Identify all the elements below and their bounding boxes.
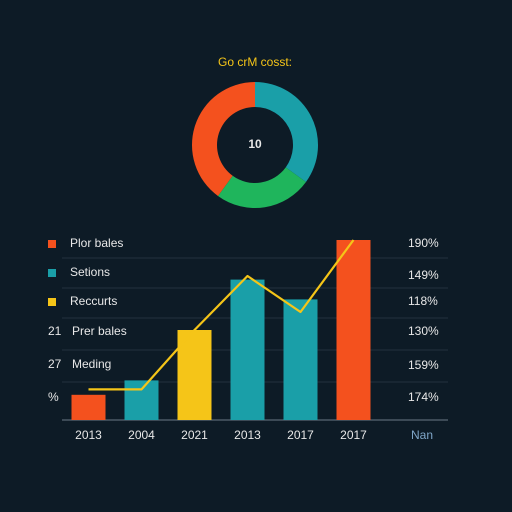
side-label: 190% xyxy=(408,236,439,250)
side-label: 130% xyxy=(408,324,439,338)
x-tick-label: 2021 xyxy=(181,428,208,442)
side-label: 159% xyxy=(408,358,439,372)
note-key: 27 xyxy=(48,357,62,371)
legend-label: Reccurts xyxy=(70,294,117,308)
legend-swatch xyxy=(48,240,56,248)
note-text: Prer bales xyxy=(72,324,127,338)
note-key: 21 xyxy=(48,324,62,338)
x-tick-label: 2013 xyxy=(234,428,261,442)
note-text: Meding xyxy=(72,357,111,371)
bar xyxy=(283,299,318,420)
x-tick-label: 2017 xyxy=(287,428,314,442)
legend-label: Setions xyxy=(70,265,110,279)
legend-label: Plor bales xyxy=(70,236,123,250)
side-label: 118% xyxy=(408,294,438,308)
legend-swatch xyxy=(48,269,56,277)
donut-center-label: 10 xyxy=(248,137,262,151)
bar xyxy=(71,394,106,420)
donut-title: Go crM cosst: xyxy=(218,55,292,69)
side-label: 149% xyxy=(408,268,439,282)
bar xyxy=(230,279,265,420)
x-extra-label: Nan xyxy=(411,428,433,442)
x-tick-label: 2013 xyxy=(75,428,102,442)
trend-line xyxy=(88,239,355,391)
x-tick-label: 2017 xyxy=(340,428,367,442)
donut-segment xyxy=(217,167,306,209)
note-key: % xyxy=(48,390,59,404)
bar xyxy=(336,240,371,420)
bar xyxy=(177,330,212,420)
x-tick-label: 2004 xyxy=(128,428,155,442)
donut-segment xyxy=(191,81,255,196)
side-label: 174% xyxy=(408,390,439,404)
legend-swatch xyxy=(48,298,56,306)
donut-segment xyxy=(255,82,319,183)
bar xyxy=(124,380,159,420)
